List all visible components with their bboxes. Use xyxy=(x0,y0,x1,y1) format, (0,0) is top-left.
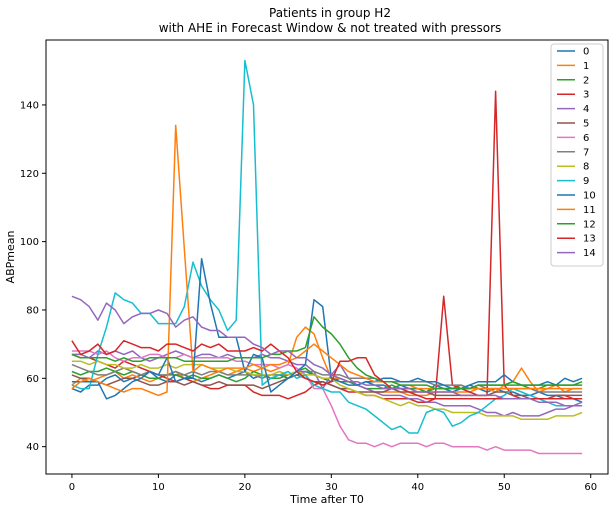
x-tick-label: 30 xyxy=(325,482,338,493)
chart-title: Patients in group H2 xyxy=(269,6,391,20)
legend-label-11: 11 xyxy=(583,205,596,216)
y-tick-label: 40 xyxy=(26,442,39,453)
y-tick-label: 80 xyxy=(26,305,39,316)
x-tick-label: 60 xyxy=(584,482,597,493)
legend-label-3: 3 xyxy=(583,90,589,101)
y-tick-label: 140 xyxy=(20,100,39,111)
legend-label-9: 9 xyxy=(583,176,589,187)
legend-label-5: 5 xyxy=(583,119,589,130)
series-line-13 xyxy=(71,339,583,400)
series-line-11 xyxy=(71,124,583,397)
legend-label-12: 12 xyxy=(583,219,596,230)
legend-label-2: 2 xyxy=(583,75,589,86)
y-axis: 40 60 80 100 120 140 xyxy=(20,100,46,453)
x-tick-label: 0 xyxy=(69,482,75,493)
legend-label-8: 8 xyxy=(583,162,589,173)
legend-box xyxy=(550,43,604,267)
chart-subtitle: with AHE in Forecast Window & not treate… xyxy=(159,21,502,35)
x-tick-label: 50 xyxy=(498,482,511,493)
legend-label-4: 4 xyxy=(583,104,589,115)
legend-label-13: 13 xyxy=(583,234,596,245)
y-tick-label: 60 xyxy=(26,374,39,385)
legend-label-10: 10 xyxy=(583,191,596,202)
series-line-12 xyxy=(71,316,583,390)
y-tick-label: 100 xyxy=(20,237,39,248)
legend-label-6: 6 xyxy=(583,133,589,144)
legend-label-7: 7 xyxy=(583,147,589,158)
y-tick-label: 120 xyxy=(20,169,39,180)
series-line-10 xyxy=(71,257,583,400)
plot-area xyxy=(71,59,583,455)
x-tick-label: 20 xyxy=(238,482,251,493)
series-line-6 xyxy=(71,350,583,455)
legend-label-0: 0 xyxy=(583,47,589,58)
series-line-8 xyxy=(71,360,583,421)
legend-label-1: 1 xyxy=(583,61,589,72)
x-axis-label: Time after T0 xyxy=(289,493,364,506)
x-axis: 0 10 20 30 40 50 60 xyxy=(69,474,597,493)
axes-frame xyxy=(45,39,609,475)
series-line-14 xyxy=(71,295,583,407)
x-tick-label: 10 xyxy=(152,482,165,493)
legend-label-14: 14 xyxy=(583,248,596,259)
x-tick-label: 40 xyxy=(411,482,424,493)
y-axis-label: ABPmean xyxy=(4,231,17,284)
